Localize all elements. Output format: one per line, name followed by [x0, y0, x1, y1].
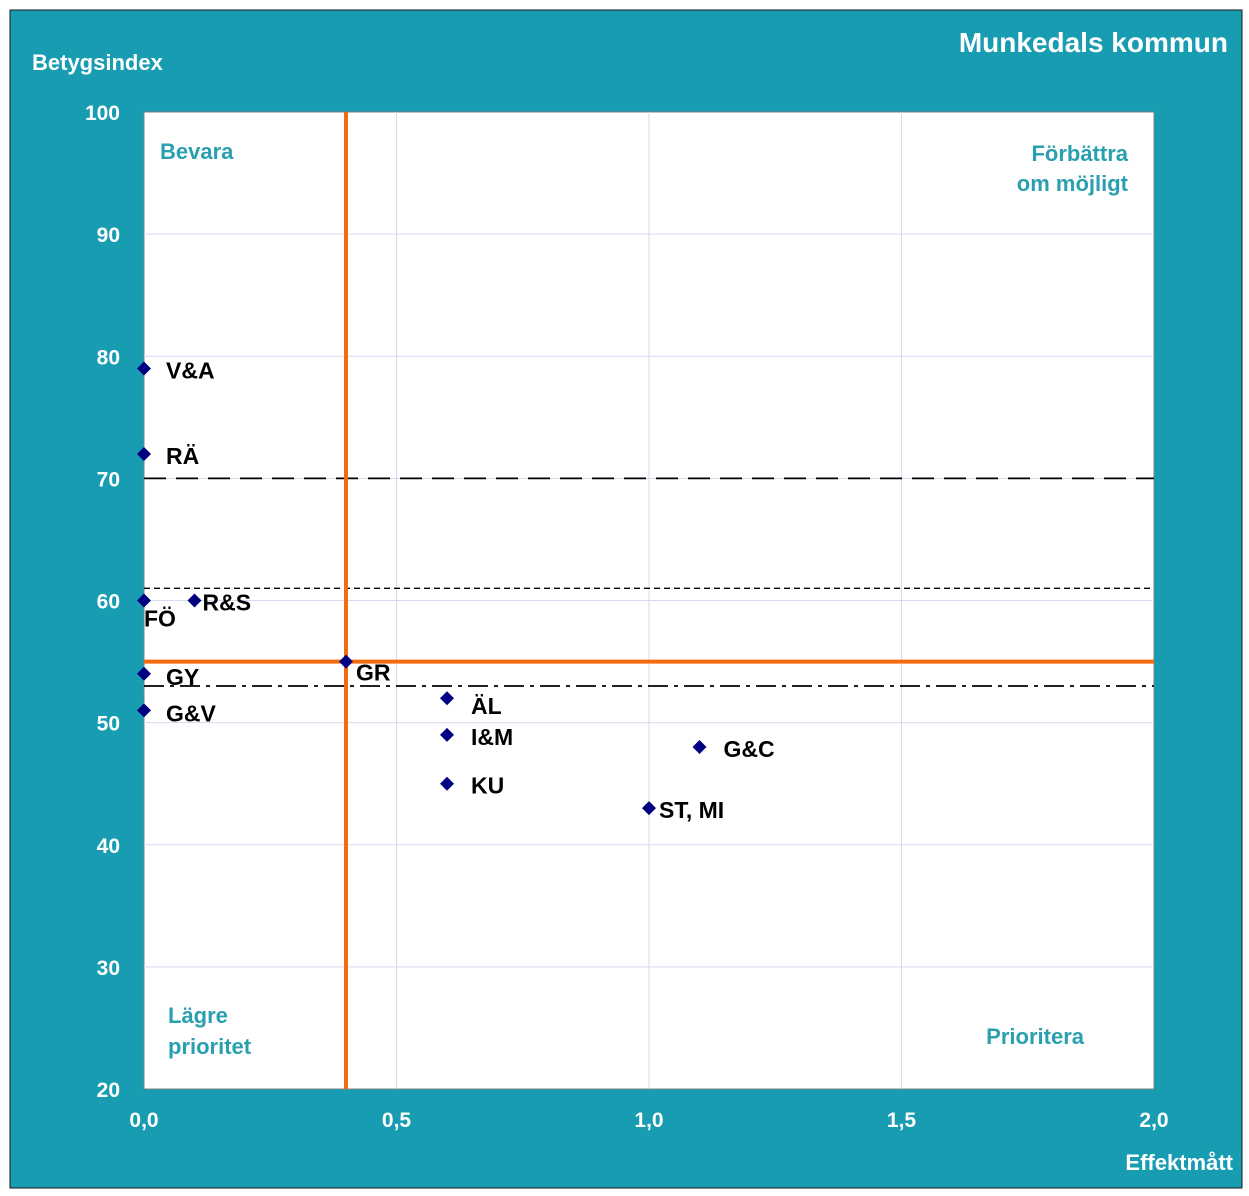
data-point-marker	[692, 740, 707, 755]
quadrant-label-prioritera: Prioritera	[986, 1024, 1085, 1049]
y-tick-label: 20	[97, 1079, 120, 1102]
y-tick-label: 70	[97, 468, 120, 491]
data-point-label: GY	[166, 664, 199, 690]
quadrant-label-lagre-prioritet: Lägre	[168, 1003, 228, 1028]
x-axis-label: Effektmått	[1125, 1150, 1233, 1175]
data-point-marker	[642, 801, 656, 816]
data-point-label: I&M	[471, 724, 513, 750]
data-point-marker	[187, 593, 202, 608]
y-tick-label: 100	[85, 102, 120, 125]
data-point-marker	[440, 727, 454, 742]
x-tick-label: 0,5	[382, 1109, 412, 1132]
data-point-marker	[137, 446, 151, 461]
x-tick-label: 2,0	[1139, 1109, 1168, 1132]
data-point-marker	[339, 654, 353, 669]
y-tick-label: 90	[97, 224, 120, 247]
data-point-label: ST, MI	[659, 797, 724, 823]
y-tick-label: 60	[97, 591, 120, 614]
data-point-marker	[440, 776, 454, 791]
quadrant-label-forbattra: om möjligt	[1017, 171, 1129, 196]
x-tick-label: 1,5	[887, 1109, 917, 1132]
chart-title: Munkedals kommun	[959, 27, 1228, 58]
data-point-marker	[440, 691, 454, 706]
x-tick-label: 1,0	[634, 1109, 663, 1132]
quadrant-label-forbattra: Förbättra	[1031, 141, 1128, 166]
data-point-label: G&V	[166, 700, 217, 726]
data-point-label: RÄ	[166, 443, 199, 469]
y-tick-label: 80	[97, 346, 120, 369]
data-point-label: R&S	[203, 590, 252, 616]
y-tick-label: 40	[97, 835, 120, 858]
y-tick-label: 30	[97, 957, 120, 980]
data-point-marker	[137, 361, 151, 376]
x-tick-label: 0,0	[129, 1109, 158, 1132]
data-point-label: G&C	[724, 736, 775, 762]
data-point-label: GR	[356, 660, 391, 686]
data-point-label: KU	[471, 773, 504, 799]
data-point-label: FÖ	[144, 606, 176, 632]
quadrant-label-bevara: Bevara	[160, 139, 234, 164]
data-point-marker	[137, 703, 151, 718]
data-point-label: ÄL	[471, 693, 502, 719]
data-point-marker	[137, 593, 151, 608]
y-tick-label: 50	[97, 713, 120, 736]
quadrant-label-lagre-prioritet: prioritet	[168, 1034, 252, 1059]
data-point-label: V&A	[166, 357, 215, 383]
y-axis-label: Betygsindex	[32, 50, 164, 75]
data-point-marker	[137, 666, 151, 681]
